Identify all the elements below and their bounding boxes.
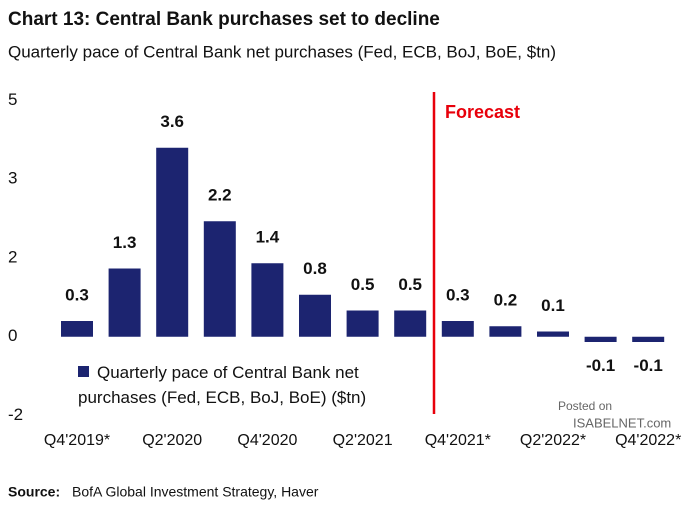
x-tick-label: Q4'2021* bbox=[425, 432, 491, 449]
source-label: Source: bbox=[8, 484, 60, 500]
x-tick-label: Q2'2020 bbox=[142, 432, 202, 449]
x-tick-label: Q2'2021 bbox=[333, 432, 393, 449]
bar bbox=[203, 221, 236, 337]
data-label: 2.2 bbox=[208, 186, 232, 205]
x-tick-label: Q2'2022* bbox=[520, 432, 586, 449]
legend-label: Quarterly pace of Central Bank net purch… bbox=[78, 363, 367, 407]
x-tick-label: Q4'2020 bbox=[237, 432, 297, 449]
data-label: 0.5 bbox=[398, 275, 422, 294]
bar bbox=[156, 147, 189, 337]
data-label: 0.5 bbox=[351, 275, 375, 294]
data-label: 1.3 bbox=[113, 233, 137, 252]
bar bbox=[584, 336, 617, 342]
data-label: 3.6 bbox=[160, 112, 184, 131]
legend: Quarterly pace of Central Bank net purch… bbox=[78, 360, 408, 410]
bar bbox=[61, 321, 93, 337]
bar bbox=[251, 263, 284, 337]
chart-subtitle: Quarterly pace of Central Bank net purch… bbox=[8, 42, 556, 61]
x-tick-label: Q4'2022* bbox=[615, 432, 681, 449]
bar bbox=[394, 310, 427, 337]
y-tick-label: 3 bbox=[8, 169, 17, 188]
x-tick-label: Q4'2019* bbox=[44, 432, 110, 449]
data-label: -0.1 bbox=[634, 356, 663, 375]
data-label: 0.3 bbox=[446, 285, 470, 304]
bar bbox=[441, 321, 474, 337]
y-tick-label: -2 bbox=[8, 405, 23, 424]
bar bbox=[537, 331, 569, 337]
bar bbox=[346, 310, 379, 337]
data-label: 1.4 bbox=[256, 228, 280, 247]
chart-title: Chart 13: Central Bank purchases set to … bbox=[8, 9, 440, 30]
y-tick-label: 0 bbox=[8, 326, 17, 345]
data-label: 0.2 bbox=[494, 291, 518, 310]
data-label: -0.1 bbox=[586, 356, 615, 375]
bar bbox=[489, 326, 522, 337]
bar bbox=[299, 294, 331, 337]
annotation: Forecast bbox=[445, 102, 520, 122]
data-label: 0.1 bbox=[541, 296, 565, 315]
watermark: Posted on bbox=[558, 399, 612, 413]
bar bbox=[108, 268, 141, 337]
data-label: 0.3 bbox=[65, 285, 89, 304]
data-label: 0.8 bbox=[303, 259, 327, 278]
y-tick-label: 2 bbox=[8, 247, 17, 266]
y-tick-label: 5 bbox=[8, 90, 17, 109]
bar bbox=[632, 336, 665, 342]
watermark: ISABELNET.com bbox=[573, 415, 671, 430]
legend-swatch bbox=[78, 366, 89, 377]
source: BofA Global Investment Strategy, Haver bbox=[72, 484, 319, 500]
